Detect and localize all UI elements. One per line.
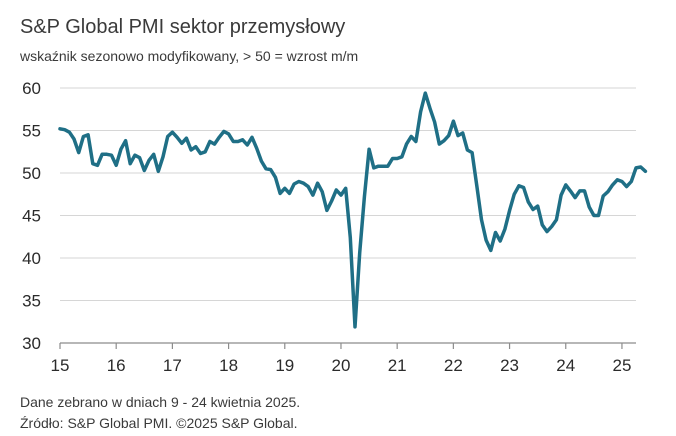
x-tick-label: 21 xyxy=(388,356,407,375)
chart-subtitle: wskaźnik sezonowo modyfikowany, > 50 = w… xyxy=(20,48,359,64)
x-tick-label: 15 xyxy=(51,356,70,375)
y-tick-label: 55 xyxy=(22,122,41,141)
x-tick-label: 18 xyxy=(219,356,238,375)
footer-note: Dane zebrano w dniach 9 - 24 kwietnia 20… xyxy=(20,394,301,410)
series-layer xyxy=(58,91,648,329)
y-tick-label: 35 xyxy=(22,292,41,311)
y-tick-label: 50 xyxy=(22,164,41,183)
y-tick-label: 40 xyxy=(22,249,41,268)
x-tick-label: 19 xyxy=(275,356,294,375)
y-tick-label: 60 xyxy=(22,79,41,98)
footer-source: Źródło: S&P Global PMI. ©2025 S&P Global… xyxy=(20,415,298,431)
y-tick-label: 45 xyxy=(22,207,41,226)
x-tick-label: 25 xyxy=(612,356,631,375)
x-tick-label: 16 xyxy=(107,356,126,375)
chart-title: S&P Global PMI sektor przemysłowy xyxy=(20,16,346,38)
x-tick-label: 23 xyxy=(500,356,519,375)
x-tick-label: 22 xyxy=(444,356,463,375)
axis-layer: 30 35 40 45 50 55 60 15 16 17 18 19 20 21 22 23 24 25 xyxy=(22,79,636,375)
x-tick-label: 17 xyxy=(163,356,182,375)
y-tick-label: 30 xyxy=(22,334,41,353)
x-tick-label: 20 xyxy=(332,356,351,375)
x-tick-label: 24 xyxy=(556,356,575,375)
pmi-series-line xyxy=(58,91,648,329)
